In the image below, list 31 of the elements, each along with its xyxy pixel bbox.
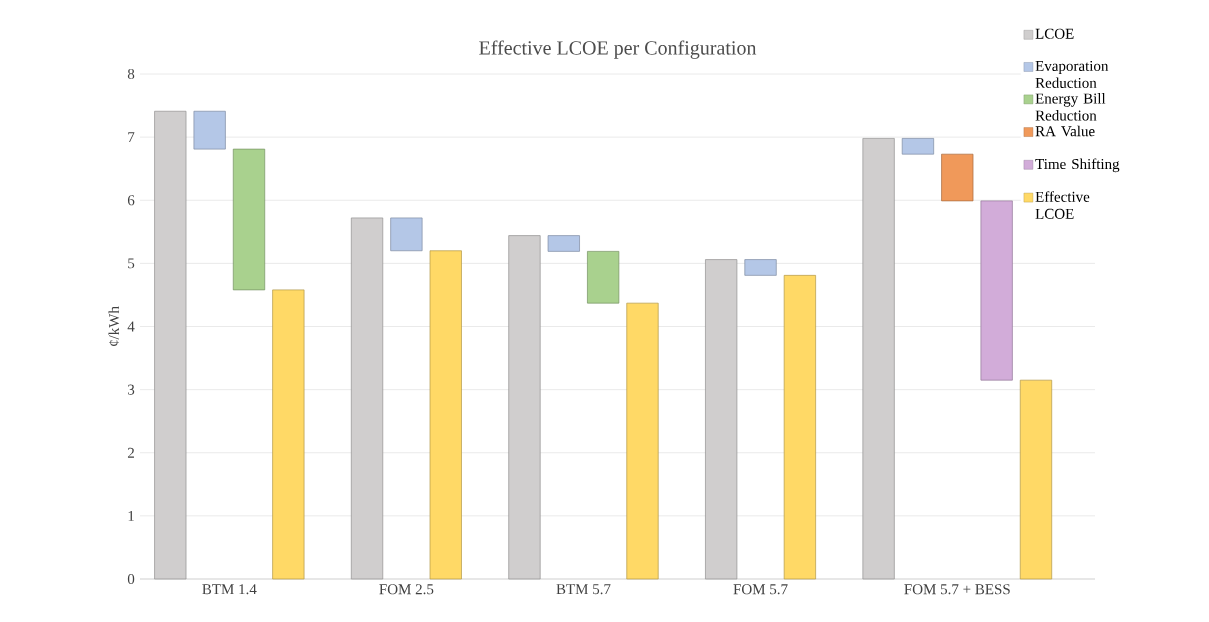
- legend-label: Evaporation Reduction: [1035, 60, 1109, 88]
- bar: [547, 235, 580, 252]
- bar: [626, 302, 659, 580]
- legend-label: LCOE: [1035, 28, 1074, 39]
- y-tick-label: 0: [127, 573, 135, 585]
- y-tick-label: 4: [127, 321, 135, 332]
- x-tick-label: FOM 2.5: [379, 584, 434, 595]
- y-tick-label: 7: [128, 132, 135, 143]
- bar: [901, 138, 935, 155]
- bar: [232, 148, 266, 291]
- x-tick-label: BTM 1.4: [202, 584, 257, 595]
- bar: [587, 251, 620, 304]
- y-tick-label: 6: [127, 195, 135, 206]
- y-tick-label: 3: [128, 384, 135, 395]
- y-tick-label: 1: [128, 510, 134, 521]
- y-tick-label: 2: [127, 447, 134, 458]
- x-tick-label: FOM 5.7 + BESS: [904, 584, 1010, 595]
- y-axis-title: ¢/kWh: [108, 306, 120, 346]
- chart-title: Effective LCOE per Configuration: [479, 40, 757, 59]
- legend-label: Energy Bill Reduction: [1035, 93, 1106, 121]
- legend-label: Effective LCOE: [1035, 191, 1090, 219]
- x-tick-label: BTM 5.7: [556, 584, 611, 595]
- bar: [193, 110, 226, 150]
- bar: [941, 153, 974, 202]
- y-tick-label: 5: [128, 258, 135, 269]
- bar: [980, 200, 1013, 381]
- legend-label: RA Value: [1035, 125, 1095, 137]
- legend-label: Time Shifting: [1035, 158, 1120, 173]
- bar: [272, 289, 305, 580]
- y-tick-label: 8: [127, 68, 135, 80]
- x-tick-label: FOM 5.7: [733, 584, 788, 595]
